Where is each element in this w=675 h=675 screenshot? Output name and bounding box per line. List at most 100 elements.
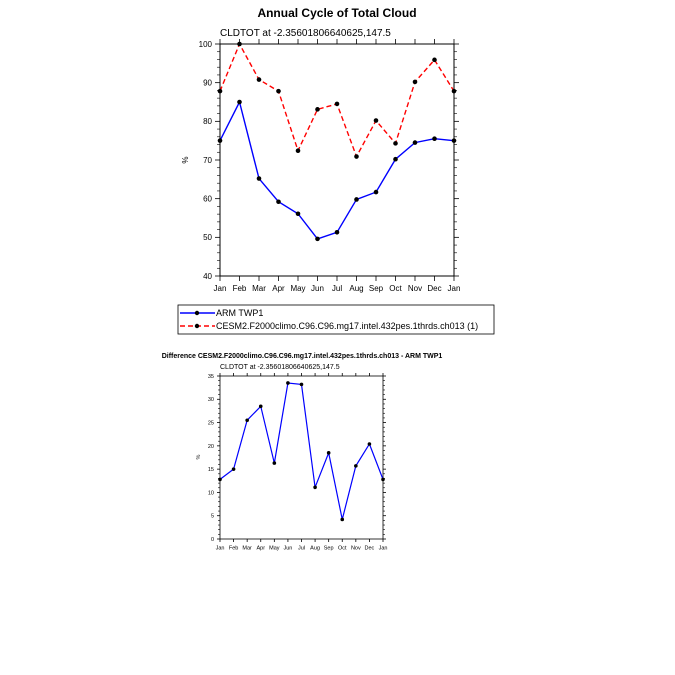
chart1-series-0-point xyxy=(237,99,242,105)
chart1-xtick-label: Dec xyxy=(427,284,441,293)
chart2-ytick-label: 25 xyxy=(208,420,214,426)
chart2-xtick-label: Aug xyxy=(310,546,320,552)
chart1-xtick-label: Nov xyxy=(408,284,422,293)
chart2-series-0-point xyxy=(272,461,277,465)
chart1-series-1-point xyxy=(237,41,242,47)
chart2-series-0-point xyxy=(299,382,304,387)
chart1-series-0-point xyxy=(315,236,320,242)
chart2-xtick-label: Jul xyxy=(298,546,305,552)
chart2-series-0-point xyxy=(245,418,249,423)
chart1-series-1-point xyxy=(393,141,398,146)
chart1-series-1-point xyxy=(315,107,320,112)
chart1-series-1-point xyxy=(256,77,262,82)
chart2-ytick-label: 0 xyxy=(211,537,214,543)
chart1-xtick-label: Jan xyxy=(214,284,227,293)
chart2-xtick-label: Jun xyxy=(283,546,292,552)
chart2-xtick-label: Nov xyxy=(351,546,361,552)
chart2-xtick-label: Mar xyxy=(242,546,252,552)
chart1-series-0-point xyxy=(217,138,223,143)
chart1-xtick-label: May xyxy=(290,284,305,293)
chart1-series-0-point xyxy=(354,197,359,202)
chart1-ylabel: % xyxy=(181,156,190,163)
chart1-series-1-point xyxy=(432,57,437,63)
chart2-xtick-label: Jan xyxy=(216,546,225,552)
chart1-xtick-label: Apr xyxy=(272,284,285,293)
chart1-series-0-line xyxy=(219,100,455,240)
chart1-series-0-point xyxy=(276,199,281,205)
chart2-xtick-label: Oct xyxy=(338,546,347,552)
chart1-series-1-point xyxy=(373,118,379,123)
chart2-xtick-label: Feb xyxy=(229,546,238,552)
chart1-ytick-label: 50 xyxy=(203,233,212,242)
chart1-xtick-label: Mar xyxy=(252,284,266,293)
chart1-subtitle: CLDTOT at -2.35601806640625,147.5 xyxy=(220,28,391,39)
chart2-ytick-label: 10 xyxy=(208,490,214,496)
chart1-xtick-label: Jun xyxy=(311,284,324,293)
chart2-xtick-label: May xyxy=(269,546,280,552)
chart2-ytick-label: 30 xyxy=(208,397,214,403)
chart2-xtick-label: Apr xyxy=(256,546,265,552)
chart1-series-1-point xyxy=(451,88,457,94)
chart2-xtick-label: Jan xyxy=(379,546,388,552)
chart2-title: Difference CESM2.F2000climo.C96.C96.mg17… xyxy=(162,353,443,360)
chart2-series-0-point xyxy=(258,404,263,409)
chart1-ytick-label: 90 xyxy=(203,78,212,87)
legend-label-cesm: CESM2.F2000climo.C96.C96.mg17.intel.432p… xyxy=(216,321,478,331)
chart2-ylabel: % xyxy=(196,454,202,459)
chart1-xtick-label: Jan xyxy=(448,284,461,293)
chart1-xtick-label: Sep xyxy=(369,284,384,293)
chart1-ytick-label: 80 xyxy=(203,117,212,126)
chart1-ytick-label: 60 xyxy=(203,194,212,203)
chart1-series-1-point xyxy=(354,154,359,159)
chart1-xtick-label: Aug xyxy=(349,284,363,293)
legend-label-arm: ARM TWP1 xyxy=(216,308,263,318)
chart1-series-0-point xyxy=(373,189,379,195)
chart1-series-0-point xyxy=(393,156,398,162)
chart2-series-0-point xyxy=(326,451,331,455)
chart1-legend: ARM TWP1 CESM2.F2000climo.C96.C96.mg17.i… xyxy=(177,304,495,335)
chart1-frame xyxy=(219,43,455,277)
chart1-series-0-point xyxy=(451,138,457,143)
chart2-ytick-label: 15 xyxy=(208,467,214,473)
chart1-title: Annual Cycle of Total Cloud xyxy=(257,6,416,20)
chart2-series-0-point xyxy=(354,464,358,468)
chart1-series-1-point xyxy=(334,101,340,107)
chart1-series-1-line xyxy=(219,42,455,159)
chart1-plot: 40 50 60 70 80 90 100 Jan Feb Mar Apr May Jun Jul Aug S… xyxy=(199,39,461,293)
chart1-series-0-point xyxy=(256,176,262,181)
chart1-series-0-point xyxy=(432,136,437,142)
chart2-subtitle: CLDTOT at -2.35601806640625,147.5 xyxy=(220,364,340,371)
chart1-xtick-label: Feb xyxy=(233,284,247,293)
legend-marker-arm xyxy=(194,310,200,316)
chart1-ytick-label: 70 xyxy=(203,156,212,165)
chart1-series-0-point xyxy=(412,140,418,145)
chart2-ytick-label: 20 xyxy=(208,444,214,450)
chart2-series-0-point xyxy=(367,442,372,446)
chart2-xtick-label: Dec xyxy=(365,546,375,552)
chart1-xtick-label: Jul xyxy=(332,284,342,293)
chart2-series-0-point xyxy=(313,485,317,490)
legend-marker-cesm xyxy=(194,323,200,329)
chart2-series-0-point xyxy=(286,381,290,385)
chart1-series-1-point xyxy=(295,148,301,154)
chart1-series-1-point xyxy=(276,88,281,94)
chart1-series-0-point xyxy=(334,230,340,235)
chart1-series-1-point xyxy=(412,79,418,85)
chart2-ytick-label: 5 xyxy=(211,514,214,520)
chart2-series-0-point xyxy=(231,467,236,471)
chart1-series-0-point xyxy=(295,211,301,217)
chart1-ytick-label: 100 xyxy=(199,40,213,49)
chart2-xtick-label: Sep xyxy=(324,546,334,552)
chart1-ytick-label: 40 xyxy=(203,272,212,281)
chart2-series-0-point xyxy=(340,517,345,522)
chart2-series-0-point xyxy=(381,477,385,482)
chart2-plot: 0 5 10 15 20 25 30 35 Jan Feb Mar Apr May Jun Jul Aug Se… xyxy=(208,373,388,552)
chart2-frame xyxy=(219,375,384,540)
chart1-xtick-label: Oct xyxy=(389,284,402,293)
chart2-series-0-line xyxy=(219,382,384,520)
chart1-series-1-point xyxy=(217,88,223,94)
legend-box xyxy=(177,304,495,335)
chart2-series-0-point xyxy=(218,477,222,482)
chart2-ytick-label: 35 xyxy=(208,374,214,380)
